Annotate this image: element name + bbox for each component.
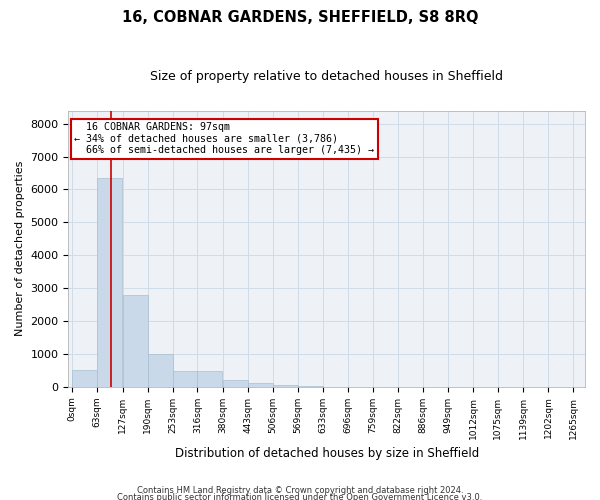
Bar <box>122 294 148 387</box>
X-axis label: Distribution of detached houses by size in Sheffield: Distribution of detached houses by size … <box>175 447 479 460</box>
Bar <box>272 385 298 387</box>
Text: Contains HM Land Registry data © Crown copyright and database right 2024.: Contains HM Land Registry data © Crown c… <box>137 486 463 495</box>
Bar <box>298 386 323 387</box>
Text: Contains public sector information licensed under the Open Government Licence v3: Contains public sector information licen… <box>118 494 482 500</box>
Bar <box>148 354 173 387</box>
Bar <box>173 371 197 387</box>
Text: 16, COBNAR GARDENS, SHEFFIELD, S8 8RQ: 16, COBNAR GARDENS, SHEFFIELD, S8 8RQ <box>122 10 478 25</box>
Title: Size of property relative to detached houses in Sheffield: Size of property relative to detached ho… <box>150 70 503 83</box>
Bar <box>97 178 122 387</box>
Text: 16 COBNAR GARDENS: 97sqm  
← 34% of detached houses are smaller (3,786)
  66% of: 16 COBNAR GARDENS: 97sqm ← 34% of detach… <box>74 122 374 156</box>
Bar <box>248 383 272 387</box>
Y-axis label: Number of detached properties: Number of detached properties <box>15 161 25 336</box>
Bar <box>73 370 97 387</box>
Bar <box>197 371 223 387</box>
Bar <box>223 380 248 387</box>
